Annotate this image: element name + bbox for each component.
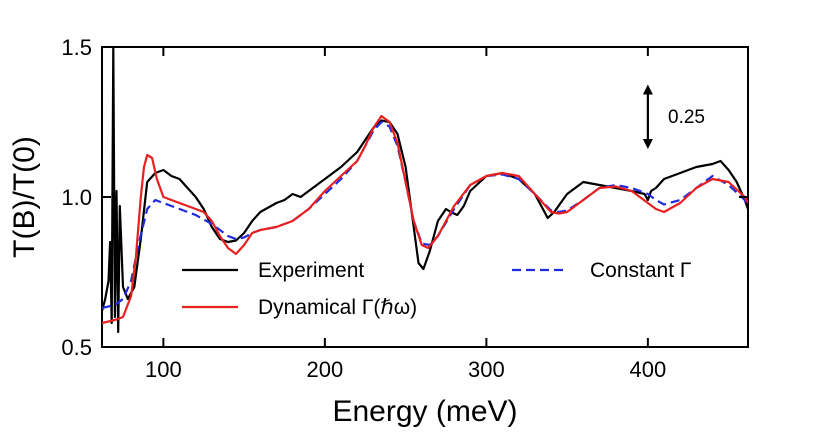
series-line-experiment [102,47,748,334]
x-tick-label: 100 [145,357,182,382]
y-axis-ticks: 0.5 1.0 1.5 [61,35,748,360]
x-axis-title: Energy (meV) [332,395,517,428]
legend-label-dynamical-gamma: Dynamical Γ(ℏω) [258,296,417,319]
legend-label-constant-gamma: Constant Γ [590,259,691,282]
series-line-constant-gamma [102,120,748,310]
arrow-up-icon [642,84,653,95]
series-layer [102,47,748,334]
series-line-dynamical-gamma [102,114,748,325]
y-tick-label: 1.0 [61,185,92,210]
legend: Experiment Dynamical Γ(ℏω) Constant Γ [182,259,691,319]
y-tick-label: 1.5 [61,35,92,60]
scale-annotation-label: 0.25 [668,107,705,128]
y-tick-label: 0.5 [61,335,92,360]
scale-annotation: 0.25 [642,84,705,149]
x-axis-ticks: 100 200 300 400 [145,47,666,382]
y-axis-title: T(B)/T(0) [8,136,41,258]
x-tick-label: 300 [468,357,505,382]
arrow-down-icon [642,139,653,149]
x-tick-label: 400 [630,357,667,382]
legend-label-experiment: Experiment [258,259,364,282]
x-tick-label: 200 [307,357,344,382]
